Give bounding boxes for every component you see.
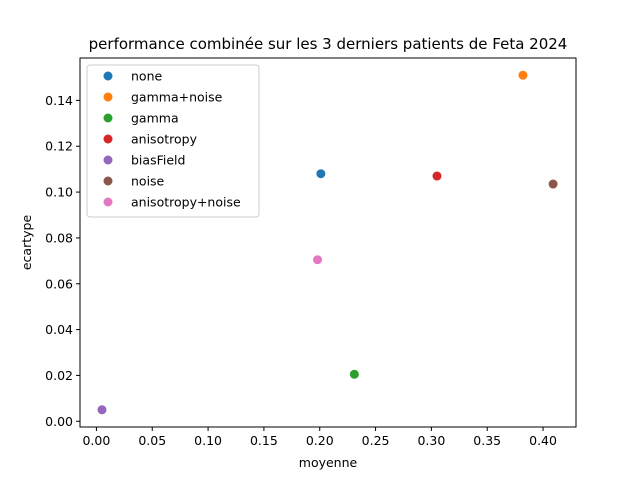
y-tick-label: 0.06 bbox=[45, 276, 73, 291]
y-tick-label: 0.08 bbox=[45, 230, 73, 245]
legend-marker bbox=[103, 113, 113, 123]
y-tick-label: 0.00 bbox=[45, 414, 73, 429]
y-tick-label: 0.04 bbox=[45, 322, 73, 337]
point-none bbox=[316, 169, 326, 179]
x-tick-label: 0.25 bbox=[362, 433, 390, 448]
legend-marker bbox=[103, 197, 113, 207]
legend-label: biasField bbox=[131, 153, 185, 168]
x-tick-label: 0.20 bbox=[306, 433, 334, 448]
y-tick-label: 0.02 bbox=[45, 368, 73, 383]
plot-frame bbox=[79, 57, 577, 428]
x-tick-label: 0.10 bbox=[194, 433, 222, 448]
x-tick-label: 0.05 bbox=[138, 433, 166, 448]
y-tick-label: 0.12 bbox=[45, 139, 73, 154]
legend-marker bbox=[103, 92, 113, 102]
legend-label: gamma+noise bbox=[131, 90, 223, 105]
point-gamma bbox=[349, 369, 359, 379]
point-biasField bbox=[97, 405, 107, 415]
legend-label: anisotropy bbox=[131, 132, 198, 147]
legend-box bbox=[86, 64, 260, 218]
x-tick-label: 0.15 bbox=[250, 433, 278, 448]
legend-marker bbox=[103, 134, 113, 144]
y-axis-label: ecartype bbox=[19, 215, 34, 271]
data-points bbox=[97, 70, 558, 415]
legend: none gamma+noise gamma anisotropy biasField n… bbox=[86, 64, 260, 218]
legend-label: noise bbox=[131, 174, 165, 189]
chart-title: performance combinée sur les 3 derniers … bbox=[89, 35, 568, 53]
legend-marker bbox=[103, 155, 113, 165]
point-noise bbox=[548, 179, 558, 189]
x-tick-label: 0.35 bbox=[473, 433, 501, 448]
legend-marker bbox=[103, 176, 113, 186]
y-tick-label: 0.14 bbox=[45, 93, 73, 108]
x-tick-label: 0.30 bbox=[417, 433, 445, 448]
x-axis-label: moyenne bbox=[299, 455, 358, 470]
point-anisotropy-plus-noise bbox=[313, 255, 323, 265]
point-anisotropy bbox=[432, 171, 442, 181]
legend-label: none bbox=[131, 69, 162, 84]
y-axis-ticks: 0.00 0.02 0.04 0.06 0.08 0.10 0.12 0.14 bbox=[45, 93, 80, 429]
x-axis-ticks: 0.00 0.05 0.10 0.15 0.20 0.25 0.30 0.35 0.40 bbox=[82, 427, 557, 448]
legend-label: gamma bbox=[131, 111, 179, 126]
legend-label: anisotropy+noise bbox=[131, 195, 241, 210]
legend-marker bbox=[103, 71, 113, 81]
x-tick-label: 0.40 bbox=[529, 433, 557, 448]
x-tick-label: 0.00 bbox=[82, 433, 110, 448]
y-tick-label: 0.10 bbox=[45, 185, 73, 200]
point-gamma-plus-noise bbox=[518, 70, 528, 80]
